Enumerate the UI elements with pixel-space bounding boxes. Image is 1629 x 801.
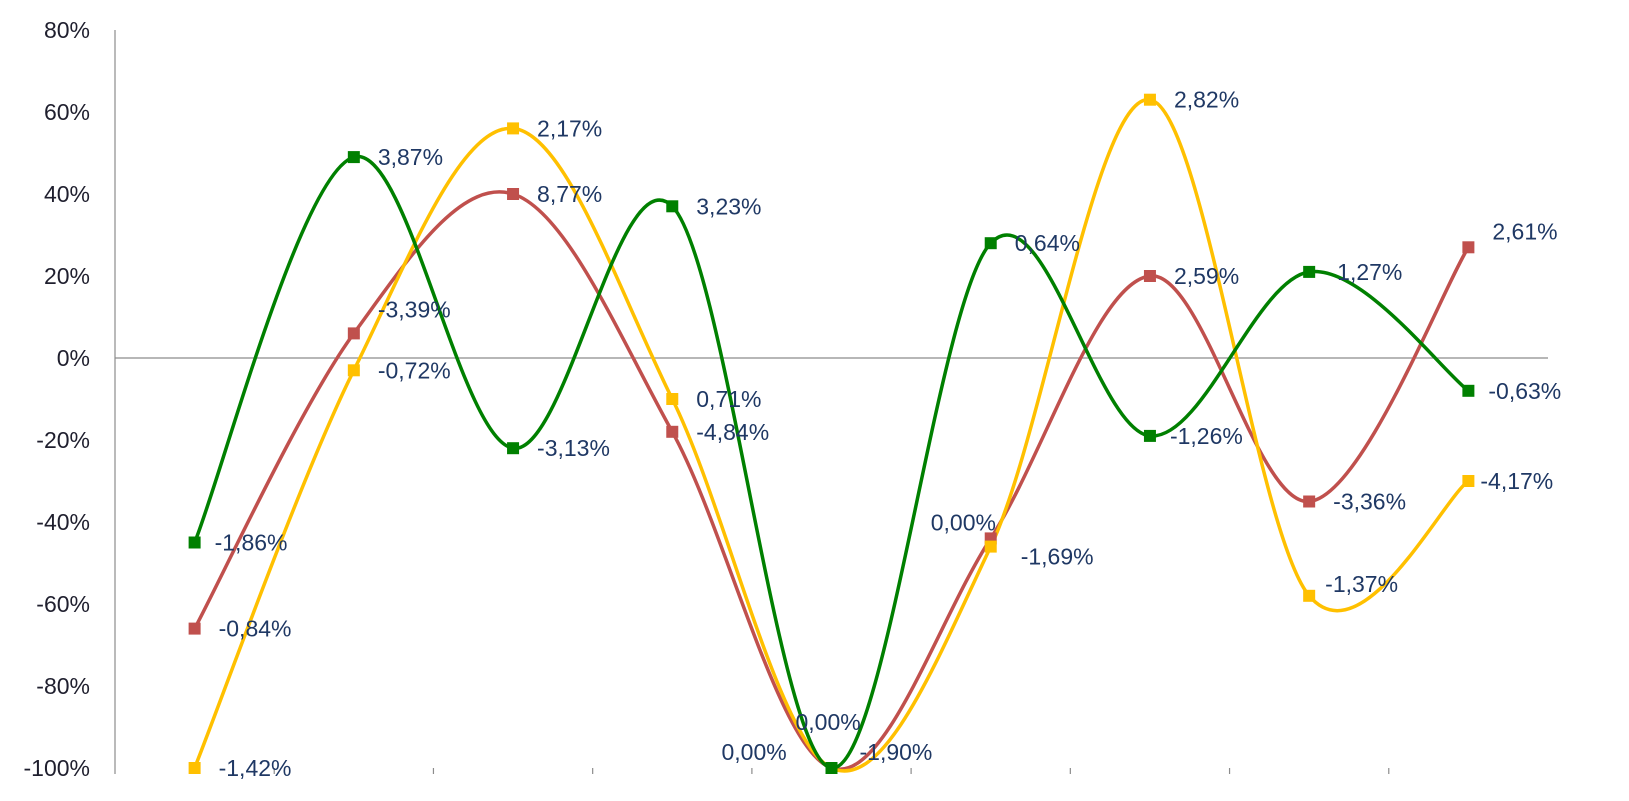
series-1-point-2 (507, 122, 520, 135)
series-1-point-8 (1462, 475, 1475, 487)
data-label: -1,69% (1021, 544, 1094, 570)
series-markers (188, 93, 1475, 774)
series-1-point-0 (188, 762, 201, 774)
series-0-point-7 (1303, 495, 1316, 508)
series-2-point-6 (1143, 429, 1156, 442)
series-2-point-8 (1462, 384, 1475, 397)
data-label: 1,27% (1337, 259, 1402, 285)
data-label: -4,17% (1480, 468, 1553, 494)
data-label: 3,23% (696, 193, 761, 219)
y-tick-label: 80% (44, 17, 90, 43)
series-lines (192, 97, 1470, 773)
data-label: 2,17% (537, 115, 602, 141)
data-label: 0,64% (1015, 230, 1080, 256)
y-axis-tick-labels: 80% 60% 40% 20% 0% -20% -40% -60% -80% -100% (24, 17, 90, 781)
series-line-0 (193, 190, 1470, 772)
series-2-point-0 (188, 536, 201, 549)
series-1-point-3 (666, 393, 679, 405)
data-label: 2,61% (1492, 218, 1557, 244)
data-label: -4,84% (696, 419, 769, 445)
data-label: 2,59% (1174, 263, 1239, 289)
data-label: 0,00% (722, 739, 787, 765)
data-label: 0,00% (931, 509, 996, 535)
data-label: -1,42% (219, 755, 292, 781)
series-2-point-3 (666, 200, 679, 213)
data-label: 2,82% (1174, 87, 1239, 113)
data-label: 8,77% (537, 181, 602, 207)
y-tick-label: 60% (44, 99, 90, 125)
series-0-point-8 (1462, 241, 1475, 254)
series-1-point-7 (1303, 589, 1316, 602)
series-0-point-2 (507, 188, 520, 200)
axes (114, 30, 1548, 774)
y-tick-label: 20% (44, 263, 90, 289)
data-label: -3,39% (378, 296, 451, 322)
data-label: -0,72% (378, 357, 451, 383)
data-labels: -0,84% -3,39% 8,77% -4,84% -1,90% 2,59% -3,36%… (215, 87, 1562, 781)
y-tick-label: -40% (36, 509, 90, 535)
series-1-point-6 (1143, 93, 1156, 106)
series-line-2 (192, 155, 1470, 770)
series-2-point-5 (984, 237, 997, 250)
series-2-point-2 (507, 442, 520, 455)
y-tick-label: -20% (36, 427, 90, 453)
data-label: 0,71% (696, 386, 761, 412)
data-label: -1,86% (215, 530, 288, 556)
data-label: -0,63% (1488, 378, 1561, 404)
data-label: -0,84% (219, 616, 292, 642)
series-0-point-3 (666, 425, 679, 438)
series-2-point-7 (1303, 265, 1316, 278)
y-tick-label: 0% (57, 345, 90, 371)
series-0-point-6 (1143, 270, 1156, 282)
series-0-point-1 (347, 327, 360, 340)
data-label: -3,36% (1333, 489, 1406, 515)
series-line-1 (192, 97, 1470, 773)
data-label: 0,00% (796, 709, 861, 735)
series-2-point-1 (347, 151, 360, 164)
data-label: 3,87% (378, 144, 443, 170)
y-tick-label: 40% (44, 181, 90, 207)
data-label: -1,26% (1170, 423, 1243, 449)
data-label: -1,90% (860, 739, 933, 765)
y-tick-label: -60% (36, 591, 90, 617)
series-1-point-5 (984, 540, 997, 553)
data-label: -3,13% (537, 435, 610, 461)
series-2-point-4 (825, 762, 838, 774)
data-label: -1,37% (1325, 571, 1398, 597)
series-0-point-0 (188, 622, 201, 635)
series-1-point-1 (347, 364, 360, 377)
y-tick-label: -80% (36, 673, 90, 699)
y-tick-label: -100% (24, 755, 90, 781)
